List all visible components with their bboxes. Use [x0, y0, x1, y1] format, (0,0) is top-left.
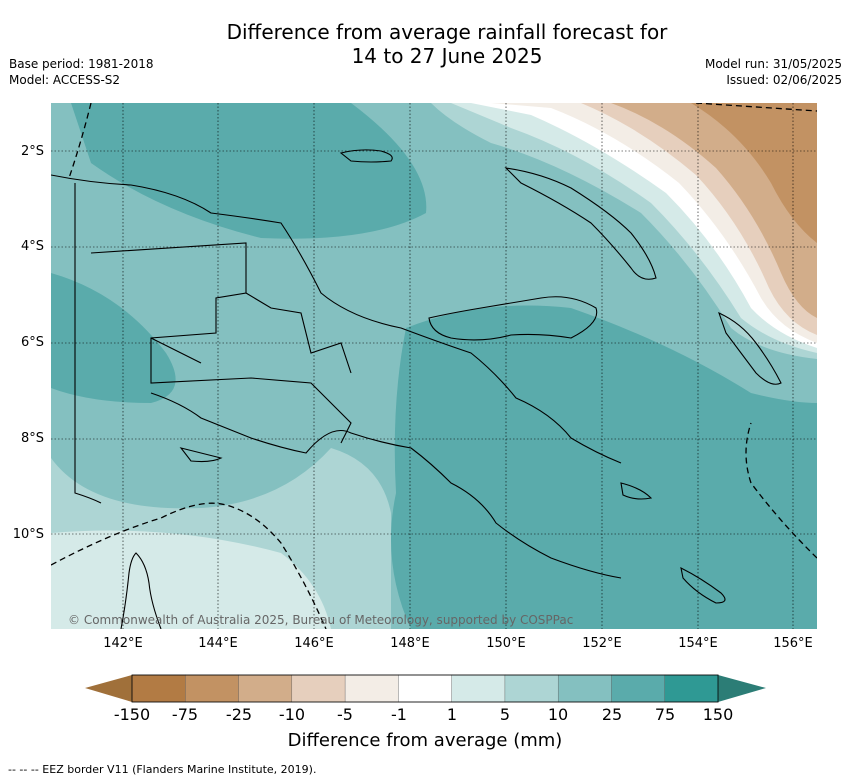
rainfall-map — [51, 103, 817, 629]
lon-label: 152°E — [582, 636, 622, 651]
model-name: Model: ACCESS-S2 — [9, 73, 121, 87]
zone-25-75-east — [391, 305, 817, 629]
map-title: Difference from average rainfall forecas… — [0, 20, 850, 68]
colorbar-cell — [451, 674, 506, 703]
colorbar-tick: 1 — [446, 705, 458, 724]
colorbar-cells — [131, 674, 719, 703]
colorbar-tick: 25 — [601, 705, 623, 724]
lon-label: 150°E — [486, 636, 526, 651]
colorbar-cell — [185, 674, 240, 703]
lon-label: 144°E — [198, 636, 238, 651]
model-run: Model run: 31/05/2025 — [704, 57, 842, 71]
issued-date: Issued: 02/06/2025 — [726, 73, 842, 87]
graticule — [51, 103, 817, 629]
colorbar-cell — [291, 674, 346, 703]
colorbar-cell — [504, 674, 559, 703]
lat-label: 10°S — [12, 527, 44, 542]
colorbar-tick: 75 — [654, 705, 676, 724]
colorbar-cell — [131, 674, 186, 703]
lon-label: 146°E — [294, 636, 334, 651]
eez-borders — [51, 103, 817, 629]
title-line-2: 14 to 27 June 2025 — [351, 44, 543, 68]
colorbar-cell — [664, 674, 719, 703]
colorbar-cell — [398, 674, 453, 703]
zone-1-5-south — [51, 530, 331, 629]
coastlines — [51, 149, 782, 629]
colorbar-arrow-right — [718, 675, 766, 702]
lat-label: 2°S — [20, 144, 44, 159]
zone-25-75-west — [51, 273, 176, 403]
colorbar-tick: -10 — [278, 705, 306, 724]
zone-minus25-minus75 — [651, 103, 817, 243]
meta-right: Model run: 31/05/2025 Issued: 02/06/2025 — [705, 56, 842, 88]
colorbar-tick: 150 — [702, 705, 734, 724]
lon-label: 142°E — [103, 636, 143, 651]
copyright-notice: © Commonwealth of Australia 2025, Bureau… — [68, 613, 574, 627]
colorbar-tick: -25 — [225, 705, 253, 724]
eez-note: -- -- -- EEZ border V11 (Flanders Marine… — [8, 763, 317, 776]
lat-label: 6°S — [20, 335, 44, 350]
base-period: Base period: 1981-2018 — [9, 57, 154, 71]
colorbar-tick: 10 — [547, 705, 569, 724]
lat-label: 4°S — [20, 239, 44, 254]
meta-left: Base period: 1981-2018 Model: ACCESS-S2 — [9, 56, 154, 88]
colorbar-arrow-left — [85, 675, 132, 702]
lon-label: 148°E — [390, 636, 430, 651]
lon-label: 156°E — [773, 636, 813, 651]
colorbar-cell — [611, 674, 666, 703]
colorbar-outline — [131, 674, 719, 703]
colorbar-cell — [238, 674, 293, 703]
map-canvas — [51, 103, 817, 629]
colorbar-tick: -5 — [337, 705, 353, 724]
zone-25-75-north — [71, 103, 427, 239]
colorbar-tick: -150 — [113, 705, 151, 724]
colorbar-tick: 5 — [499, 705, 511, 724]
colorbar-cell — [557, 674, 613, 703]
colorbar-tick: -1 — [391, 705, 407, 724]
colorbar-tick: -75 — [171, 705, 199, 724]
colorbar-cell — [344, 674, 400, 703]
lat-label: 8°S — [20, 431, 44, 446]
title-line-1: Difference from average rainfall forecas… — [226, 20, 668, 44]
colorbar-label: Difference from average (mm) — [287, 730, 563, 751]
lon-label: 154°E — [678, 636, 718, 651]
